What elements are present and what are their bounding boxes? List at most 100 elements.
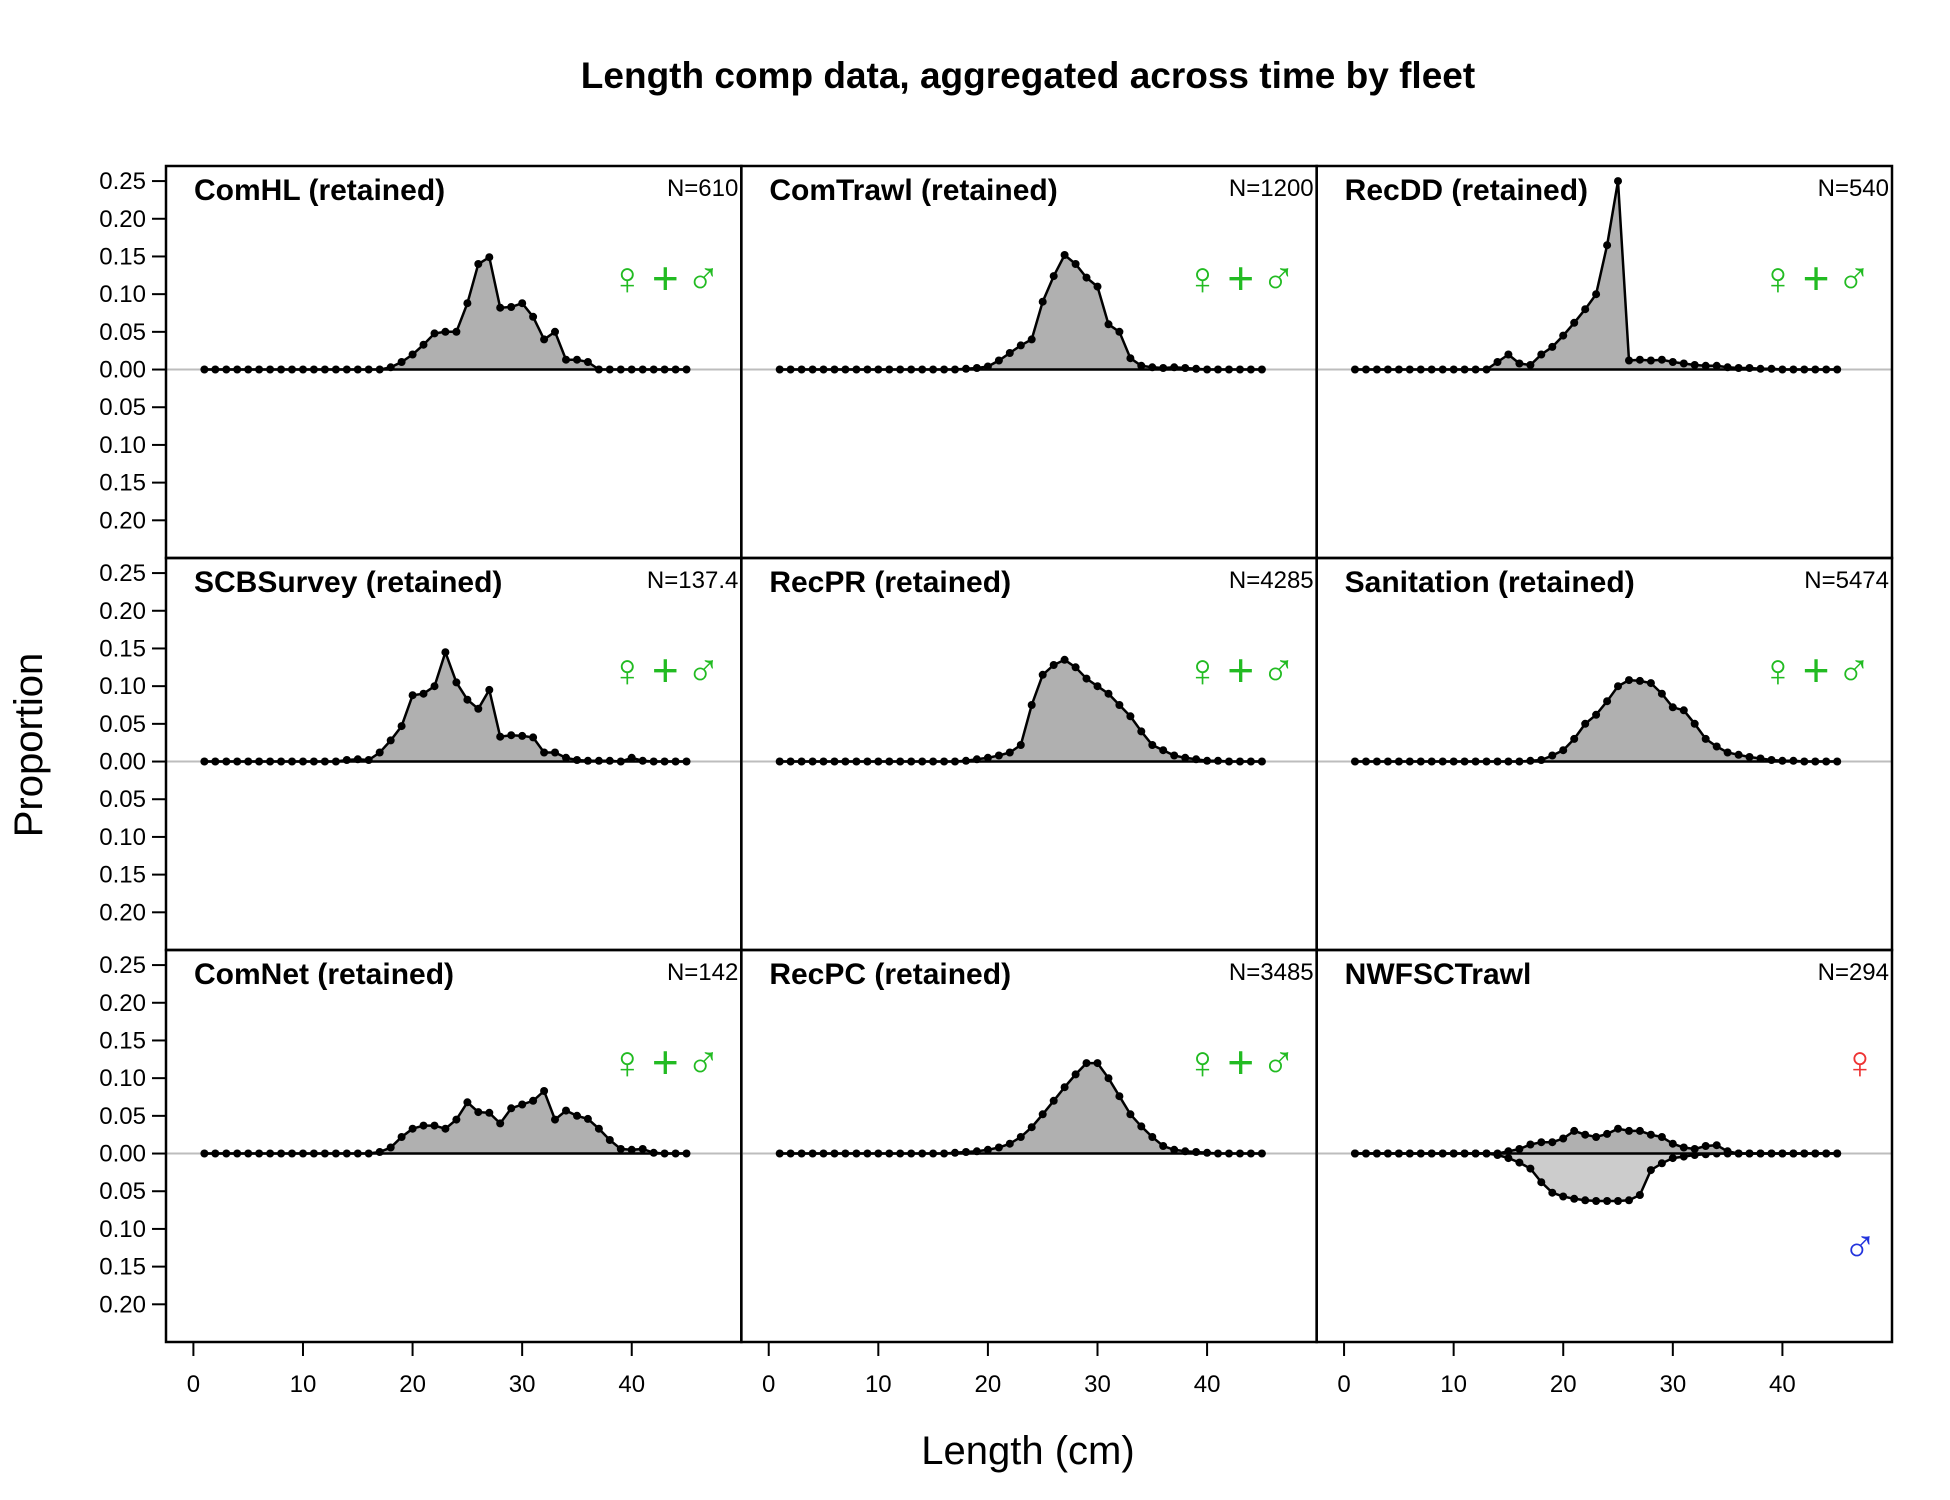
- combined-series-point: [1038, 670, 1047, 679]
- x-tick-label: 10: [1440, 1371, 1467, 1398]
- combined-series-point: [1701, 361, 1710, 370]
- y-tick-label: 0.05: [99, 711, 146, 738]
- y-tick-label: 0.20: [99, 598, 146, 625]
- y-axis-title: Proportion: [7, 653, 51, 838]
- panel: Sanitation (retained) N=5474 ♀ + ♂: [1315, 556, 1894, 952]
- combined-series-point: [1137, 1122, 1146, 1131]
- female-series-point: [1526, 1140, 1535, 1149]
- male-series-point: [1657, 1159, 1666, 1168]
- combined-series-point: [1701, 734, 1710, 743]
- y-tick-label: 0.20: [99, 990, 146, 1017]
- combined-series-point: [1093, 682, 1102, 691]
- female-series-point: [1581, 1130, 1590, 1139]
- male-series-point: [1646, 1166, 1655, 1175]
- panel-label: RecPR (retained): [769, 566, 1011, 599]
- combined-series-point: [430, 1121, 439, 1130]
- combined-series-point: [1093, 282, 1102, 291]
- combined-series-point: [441, 327, 450, 336]
- combined-series-point: [375, 1148, 384, 1156]
- combined-series-area: [1355, 181, 1838, 370]
- y-tick-label: 0.25: [99, 952, 146, 979]
- combined-series-point: [1104, 689, 1113, 698]
- combined-series-point: [562, 753, 570, 762]
- combined-series-point: [397, 1133, 406, 1141]
- female-series-point: [1559, 1134, 1568, 1143]
- y-tick-label: 0.25: [99, 560, 146, 587]
- combined-series-point: [1257, 365, 1266, 374]
- female-series-point: [1657, 1133, 1666, 1141]
- male-series-point: [1504, 1154, 1513, 1163]
- combined-series-point: [1060, 655, 1069, 664]
- combined-series-point: [1027, 701, 1036, 709]
- female-symbol-icon: ♀: [610, 644, 645, 696]
- plot-area: ComHL (retained) N=610♀ + ♂0.250.200.150.10…: [99, 164, 1894, 1398]
- male-symbol-icon: ♂: [686, 252, 721, 304]
- combined-series-point: [463, 1098, 472, 1107]
- panel-label: Sanitation (retained): [1345, 566, 1635, 599]
- y-tick-label: 0.10: [99, 673, 146, 700]
- male-symbol-icon: ♂: [1261, 252, 1296, 304]
- sample-size-label: N=610: [667, 175, 738, 202]
- panel: RecPC (retained) N=3485 ♀ + ♂ 0 10 20 30 40: [740, 948, 1318, 1398]
- combined-series-point: [397, 722, 406, 731]
- male-series-point: [1548, 1188, 1557, 1197]
- combined-series-point: [540, 748, 549, 757]
- combined-series-area: [204, 652, 687, 762]
- y-tick-label: 0.20: [99, 1291, 146, 1318]
- female-symbol-icon: ♀: [1185, 1036, 1220, 1088]
- combined-series-point: [983, 753, 992, 762]
- female-symbol-icon: ♀: [610, 1036, 645, 1088]
- male-symbol-icon: ♂: [686, 1036, 721, 1088]
- combined-series-point: [1351, 365, 1359, 374]
- x-axis-title: Length (cm): [921, 1429, 1134, 1473]
- y-tick-label: 0.10: [99, 1065, 146, 1092]
- panel: RecPR (retained) N=4285 ♀ + ♂: [740, 556, 1318, 952]
- y-tick-label: 0.05: [99, 1103, 146, 1130]
- y-tick-label: 0.00: [99, 749, 146, 776]
- combined-series-point: [994, 1143, 1003, 1152]
- combined-series-point: [638, 1145, 647, 1153]
- male-series-point: [1603, 1197, 1612, 1205]
- combined-series-point: [1257, 1149, 1266, 1158]
- y-tick-label: 0.05: [99, 1178, 146, 1205]
- female-series-point: [1646, 1130, 1655, 1139]
- combined-series-point: [616, 1145, 625, 1153]
- combined-series-point: [1104, 1074, 1113, 1083]
- sample-size-label: N=1200: [1229, 175, 1314, 202]
- combined-series-point: [1005, 1139, 1014, 1148]
- combined-series-point: [386, 736, 395, 745]
- combined-series-point: [1257, 757, 1266, 766]
- combined-series-point: [573, 355, 581, 364]
- sample-size-label: N=142: [667, 959, 738, 986]
- combined-series-point: [518, 1100, 527, 1109]
- combined-series-point: [375, 748, 384, 757]
- combined-series-point: [1082, 674, 1091, 683]
- sample-size-label: N=3485: [1229, 959, 1314, 986]
- female-symbol-icon: ♀: [610, 252, 645, 304]
- panel: ComHL (retained) N=610 ♀ + ♂ 0.25 0.20 0.15 0.10…: [99, 164, 743, 560]
- combined-series-point: [1351, 757, 1359, 766]
- male-series-point: [1526, 1164, 1535, 1173]
- combined-series-point: [1126, 1110, 1135, 1119]
- combined-series-point: [1635, 676, 1644, 685]
- combined-series-point: [1192, 1148, 1201, 1156]
- combined-series-point: [518, 731, 527, 740]
- male-series-point: [1581, 1196, 1590, 1205]
- combined-series-point: [419, 689, 428, 698]
- combined-series-point: [452, 1115, 461, 1124]
- male-symbol-icon: ♂: [686, 644, 721, 696]
- combined-series-point: [1646, 356, 1655, 365]
- combined-series-point: [1625, 676, 1633, 685]
- combined-series-point: [1570, 734, 1579, 743]
- combined-series-point: [1537, 756, 1546, 764]
- combined-series-point: [386, 1143, 395, 1152]
- panel: SCBSurvey (retained) N=137.4 ♀ + ♂ 0.25 0.20 0.…: [99, 556, 743, 952]
- x-tick-label: 0: [1337, 1371, 1350, 1398]
- combined-series-point: [1170, 751, 1179, 760]
- combined-series-point: [551, 1115, 559, 1124]
- x-tick-label: 30: [509, 1371, 536, 1398]
- combined-series-point: [1137, 727, 1146, 736]
- x-tick-label: 20: [399, 1371, 426, 1398]
- male-symbol-icon: ♂: [1837, 644, 1872, 696]
- combined-series-point: [627, 1145, 636, 1154]
